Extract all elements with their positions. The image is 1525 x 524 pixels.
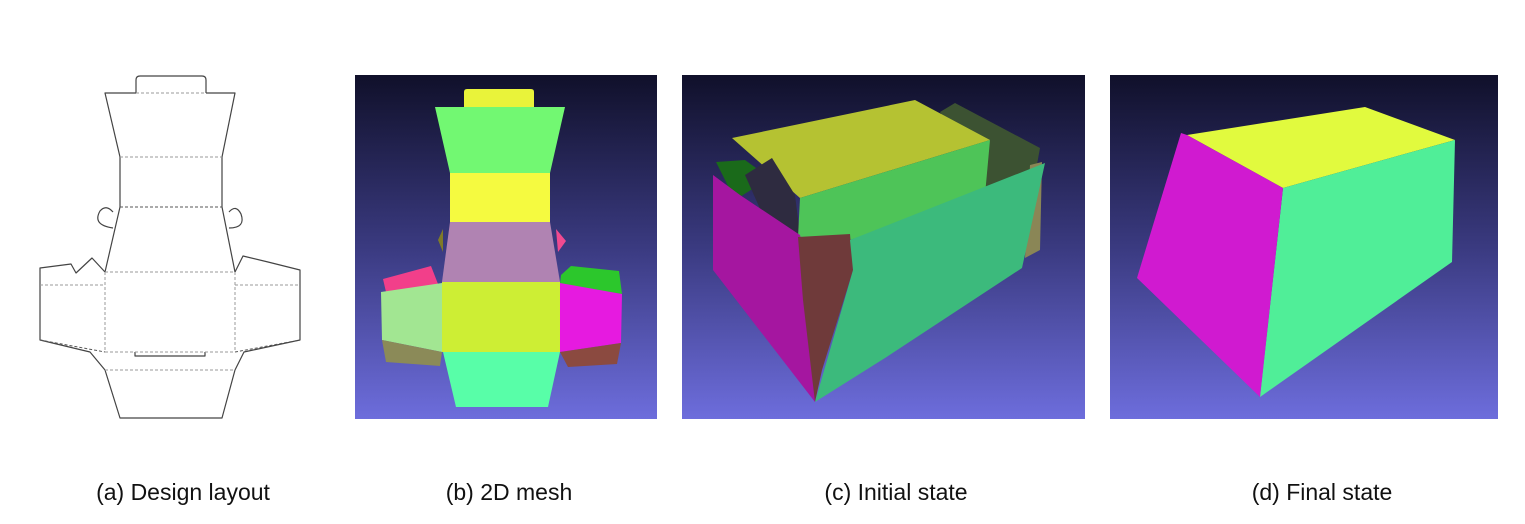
caption-2d-mesh: (b) 2D mesh [445, 479, 573, 505]
mesh-left-ear [438, 229, 443, 252]
mesh-top-panel [435, 107, 565, 173]
final-box-front [1260, 140, 1455, 397]
mesh-right-top-flap [560, 266, 622, 294]
right-ear [228, 207, 243, 229]
mesh-base-panel [442, 282, 560, 352]
final-box-top [1187, 107, 1455, 188]
initial-state-panel [682, 75, 1085, 419]
front-green-flap [815, 163, 1045, 402]
mesh-2d-viewport [355, 75, 657, 419]
fold-line [39, 339, 106, 353]
box-front-face [798, 140, 990, 240]
left-top-edge [104, 92, 136, 273]
final-state-panel [1110, 75, 1498, 419]
design-layout-panel [30, 70, 315, 430]
fold-line [234, 339, 301, 353]
top-tuck-tab [135, 75, 207, 93]
final-state-viewport [1110, 75, 1498, 419]
left-ear [97, 207, 114, 229]
mesh-back-panel [442, 222, 560, 282]
mesh-right-wing [560, 283, 622, 352]
mesh-right-ear [556, 229, 566, 252]
right-top-edge [206, 92, 236, 273]
design-layout-drawing [39, 75, 301, 419]
mesh-left-wing [381, 283, 442, 352]
initial-state-viewport [682, 75, 1085, 419]
mesh-bottom-flap [443, 352, 560, 407]
bottom-notch [134, 352, 206, 357]
box-lid [732, 100, 990, 198]
caption-initial-state: (c) Initial state [824, 479, 968, 505]
caption-final-state: (d) Final state [1251, 479, 1393, 505]
mesh-left-top-flap [383, 266, 438, 292]
right-wing-flap [234, 255, 301, 371]
center-brown-panel [798, 234, 853, 402]
mesh-lid-panel [450, 173, 550, 222]
mesh-2d-panel [355, 75, 657, 419]
left-wing-flap [39, 257, 106, 371]
mesh-top-tab [464, 89, 534, 107]
mesh-right-bottom-flap [560, 343, 621, 367]
caption-design-layout: (a) Design layout [96, 479, 270, 505]
inner-shadow [745, 158, 800, 235]
bottom-flap [104, 369, 236, 419]
mesh-left-bottom-flap [382, 340, 442, 366]
final-box-side [1137, 133, 1283, 397]
left-magenta-wall [713, 175, 822, 402]
